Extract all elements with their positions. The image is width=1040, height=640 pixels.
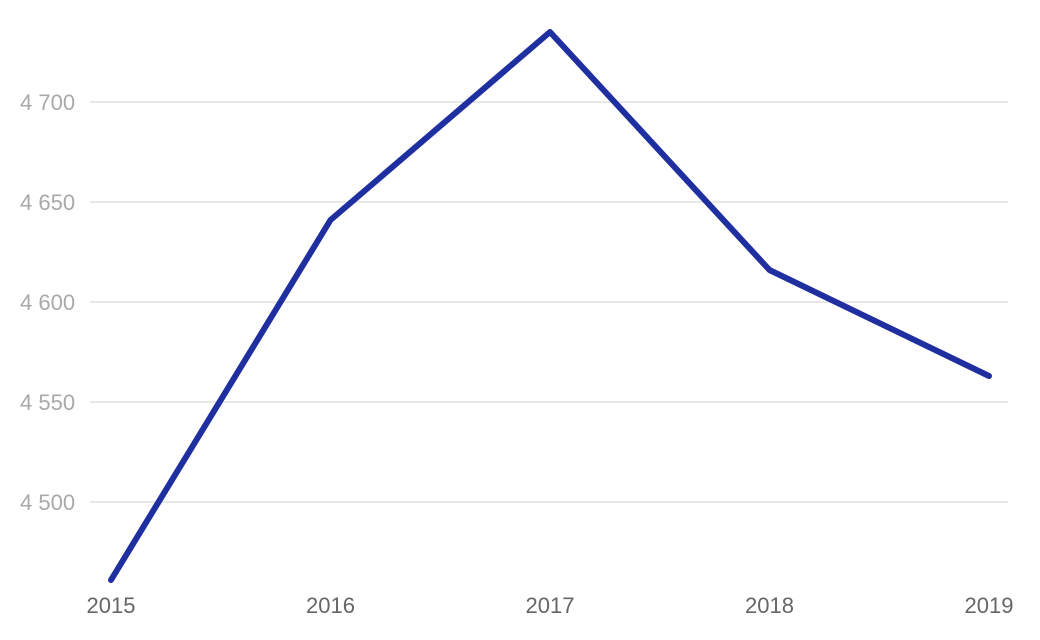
x-axis-tick-labels: 2015 2016 2017 2018 2019 [87,593,1014,618]
x-tick-label: 2019 [965,593,1014,618]
y-tick-label: 4 650 [20,190,75,215]
series-layer [108,29,992,583]
x-tick-label: 2017 [526,593,575,618]
y-tick-label: 4 700 [20,90,75,115]
y-tick-label: 4 500 [20,490,75,515]
y-axis-tick-labels: 4 500 4 550 4 600 4 650 4 700 [20,90,75,515]
gridlines [90,101,1008,503]
x-tick-label: 2018 [745,593,794,618]
y-tick-label: 4 550 [20,390,75,415]
x-tick-label: 2016 [306,593,355,618]
x-tick-label: 2015 [87,593,136,618]
y-tick-label: 4 600 [20,290,75,315]
series-line [108,29,992,583]
